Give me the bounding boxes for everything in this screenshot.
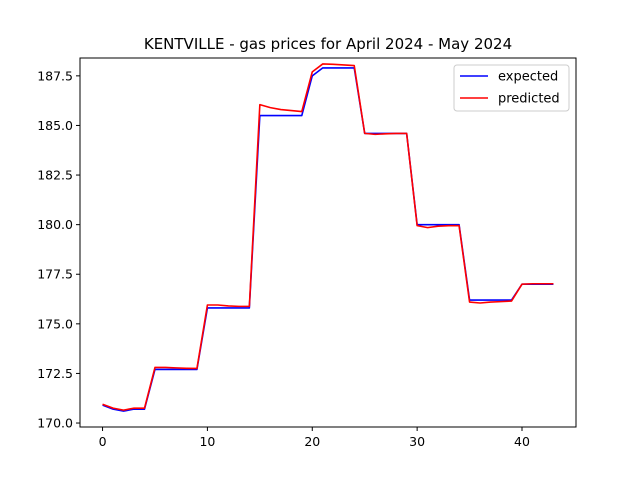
- y-axis: 170.0 172.5 175.0 177.5 180.0 182.5 185.0 187.5: [37, 68, 80, 431]
- x-tick-label: 30: [409, 434, 425, 449]
- x-tick-label: 10: [199, 434, 215, 449]
- series-lines: [102, 63, 554, 412]
- legend-label-predicted: predicted: [498, 92, 560, 107]
- x-tick-label: 0: [99, 434, 107, 449]
- legend: expected predicted: [453, 64, 570, 112]
- y-tick-label: 182.5: [37, 168, 73, 183]
- y-tick-label: 177.5: [37, 267, 73, 282]
- series-line-predicted: [102, 63, 554, 411]
- series-line-expected: [102, 67, 554, 412]
- legend-label-expected: expected: [498, 70, 558, 85]
- y-tick-label: 172.5: [37, 366, 73, 381]
- chart-title: KENTVILLE - gas prices for April 2024 - …: [144, 35, 512, 53]
- x-tick-label: 40: [514, 434, 530, 449]
- y-tick-label: 180.0: [37, 217, 73, 232]
- y-tick-label: 175.0: [37, 316, 73, 331]
- y-tick-label: 170.0: [37, 416, 73, 431]
- axes-frame: [79, 57, 577, 428]
- x-tick-label: 20: [304, 434, 320, 449]
- y-tick-label: 185.0: [37, 118, 73, 133]
- y-tick-label: 187.5: [37, 68, 73, 83]
- x-axis: 0 10 20 30 40: [99, 427, 530, 449]
